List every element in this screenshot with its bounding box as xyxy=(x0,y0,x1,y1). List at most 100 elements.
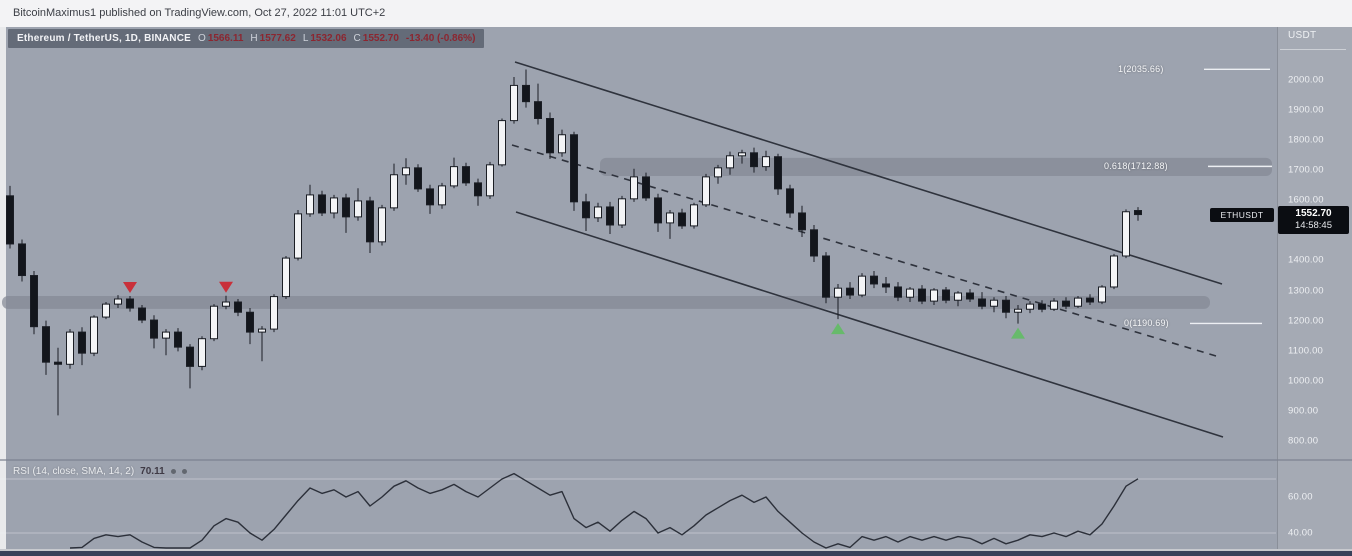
candle-down xyxy=(786,188,794,214)
candle-up xyxy=(630,176,638,200)
rsi-label[interactable]: RSI (14, close, SMA, 14, 2) xyxy=(13,466,135,477)
candle-down xyxy=(654,197,662,224)
arrow-up-marker xyxy=(1011,327,1025,339)
fib-level-label[interactable]: 0.618(1712.88) xyxy=(1104,161,1168,172)
candle-down xyxy=(534,101,542,120)
open-value: 1566.11 xyxy=(207,33,244,44)
open-label: O xyxy=(198,33,206,44)
candle-down xyxy=(750,152,758,168)
rsi-line xyxy=(69,472,1139,549)
candle-up xyxy=(726,155,734,169)
axis-currency-divider xyxy=(1280,49,1346,50)
candle-up xyxy=(990,299,998,307)
rsi-eye-icon[interactable] xyxy=(170,469,176,474)
candle-down xyxy=(42,326,50,363)
candle-down xyxy=(234,301,242,313)
candle-down xyxy=(78,331,86,354)
candle-down xyxy=(978,298,986,307)
price-axis-label: 1100.00 xyxy=(1288,345,1324,357)
candle-down xyxy=(798,212,806,231)
close-label: C xyxy=(353,33,361,44)
channel-trendline xyxy=(511,144,1217,357)
high-value: 1577.62 xyxy=(259,33,296,44)
candle-down xyxy=(1002,299,1010,313)
candle-up xyxy=(1074,297,1082,307)
high-label: H xyxy=(250,33,258,44)
candle-down xyxy=(570,134,578,203)
candle-up xyxy=(270,296,278,330)
candle-up xyxy=(834,287,842,298)
candle-down xyxy=(870,275,878,285)
last-price-badge: 1552.70 14:58:45 xyxy=(1278,205,1349,234)
candle-up xyxy=(930,289,938,302)
candle-down xyxy=(366,200,374,243)
price-axis-label: 1300.00 xyxy=(1288,285,1324,297)
candle-down xyxy=(942,289,950,301)
channel-trendline xyxy=(514,61,1223,285)
rsi-axis-label: 40.00 xyxy=(1288,527,1313,539)
change-value: -13.40 (-0.86%) xyxy=(405,33,476,44)
price-axis-label: 1800.00 xyxy=(1288,134,1324,146)
rsi-indicator-legend[interactable]: RSI (14, close, SMA, 14, 2) 70.11 xyxy=(13,466,187,477)
candle-down xyxy=(18,243,26,277)
bottom-timeline-bar xyxy=(0,551,1352,556)
candle-up xyxy=(690,204,698,227)
candle-down xyxy=(30,275,38,328)
rsi-menu-icon[interactable] xyxy=(181,469,187,474)
candle-up xyxy=(306,194,314,215)
price-scale-column[interactable] xyxy=(1277,27,1352,551)
candle-down xyxy=(1086,297,1094,303)
candle-down xyxy=(606,206,614,226)
candle-down xyxy=(882,283,890,288)
candle-up xyxy=(510,84,518,122)
symbol-title[interactable]: Ethereum / TetherUS, 1D, BINANCE xyxy=(17,33,192,44)
candle-down xyxy=(678,212,686,227)
axis-currency-label: USDT xyxy=(1288,30,1317,41)
candle-up xyxy=(450,166,458,187)
candle-down xyxy=(426,188,434,206)
price-axis-label: 1200.00 xyxy=(1288,315,1324,327)
candle-down xyxy=(462,166,470,184)
arrow-up-marker xyxy=(831,323,845,335)
price-axis-label: 900.00 xyxy=(1288,405,1319,417)
candle-down xyxy=(126,298,134,309)
candle-up xyxy=(378,207,386,243)
candle-up xyxy=(762,156,770,168)
candle-up xyxy=(162,331,170,339)
candle-up xyxy=(1014,308,1022,313)
symbol-ohlc-header[interactable]: Ethereum / TetherUS, 1D, BINANCE O 1566.1… xyxy=(8,29,485,48)
candle-down xyxy=(846,287,854,296)
candle-down xyxy=(582,201,590,219)
candle-up xyxy=(1098,286,1106,303)
price-axis-label: 2000.00 xyxy=(1288,74,1324,86)
low-value: 1532.06 xyxy=(310,33,347,44)
candle-up xyxy=(222,301,230,307)
candle-down xyxy=(1062,300,1070,307)
candle-up xyxy=(486,164,494,197)
candle-up xyxy=(1110,255,1118,288)
candle-up xyxy=(330,197,338,214)
candle-up xyxy=(294,213,302,259)
price-axis-label: 800.00 xyxy=(1288,435,1319,447)
candle-down xyxy=(474,182,482,197)
fib-0618-resistance-zone xyxy=(600,157,1272,176)
fib-level-label[interactable]: 1(2035.66) xyxy=(1118,64,1164,75)
candle-down xyxy=(414,167,422,190)
attribution-text: BitcoinMaximus1 published on TradingView… xyxy=(13,7,386,19)
candle-down xyxy=(522,84,530,103)
candle-up xyxy=(954,292,962,301)
candle-up xyxy=(258,328,266,333)
fib-level-label[interactable]: 0(1190.69) xyxy=(1124,318,1169,329)
candle-up xyxy=(594,206,602,219)
candle-down xyxy=(1038,303,1046,310)
price-axis-label: 1400.00 xyxy=(1288,254,1324,266)
candle-down xyxy=(186,346,194,367)
candle-up xyxy=(402,167,410,176)
symbol-price-label: ETHUSDT xyxy=(1210,207,1274,222)
candle-up xyxy=(282,257,290,298)
candle-down xyxy=(138,307,146,321)
candle-down xyxy=(546,118,554,154)
price-axis-label: 1900.00 xyxy=(1288,104,1324,116)
candle-up xyxy=(906,288,914,298)
